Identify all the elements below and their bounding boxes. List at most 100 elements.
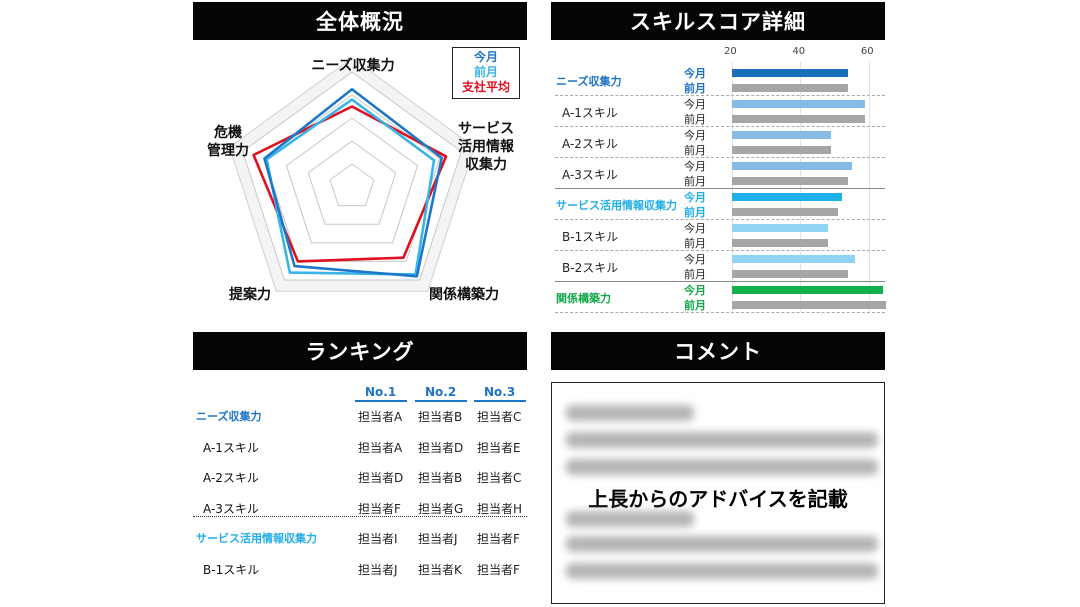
radar-grid-ring [307, 140, 397, 225]
radar-grid-ring [329, 163, 375, 207]
radar-axis-label-service-line: サービス [458, 121, 514, 137]
row-separator [555, 95, 885, 96]
ranking-cell: 担当者B [418, 471, 463, 485]
series-label-this-month: 今月 [684, 129, 706, 142]
ranking-cell: 担当者E [477, 440, 521, 455]
ranking-cell: 担当者D [418, 440, 464, 455]
row-separator [555, 219, 885, 220]
bar-last-month [732, 208, 839, 216]
category-header-label: 関係構築力 [556, 292, 611, 305]
ranking-skill-label: A-3スキル [203, 501, 259, 516]
ranking-category-label: ニーズ収集力 [196, 410, 262, 423]
ranking-column-underline [474, 400, 526, 402]
comment-title: コメント [674, 340, 762, 364]
comment-header: コメント [551, 332, 885, 370]
ranking-cell: 担当者J [418, 532, 458, 546]
ranking-skill-label: B-1スキル [203, 562, 260, 577]
x-gridline [868, 62, 870, 312]
radar-series-last-month [265, 98, 436, 276]
ranking-cell: 担当者G [418, 501, 464, 516]
skill-label: A-1スキル [562, 106, 618, 120]
comment-box: 上長からのアドバイスを記載 [551, 382, 885, 604]
blurred-text-line [566, 511, 694, 527]
radar-axis-label-service-line: 収集力 [465, 157, 507, 173]
row-separator [555, 312, 885, 313]
legend-last-month: 前月 [473, 65, 498, 79]
category-header-label: サービス活用情報収集力 [556, 199, 677, 212]
bar-last-month [732, 115, 866, 123]
skill-score-title: スキルスコア詳細 [630, 10, 806, 34]
x-axis-tick-label: 40 [792, 46, 806, 57]
x-axis-tick-label: 20 [724, 46, 737, 57]
skill-score-header: スキルスコア詳細 [551, 2, 885, 40]
skill-label: B-1スキル [562, 230, 619, 244]
bar-last-month [732, 239, 828, 247]
blurred-text-line [566, 563, 878, 579]
ranking-cell: 担当者H [477, 501, 523, 516]
skill-label: B-2スキル [562, 261, 619, 275]
series-label-last-month: 前月 [684, 206, 706, 219]
radar-grid-ring [263, 94, 441, 262]
series-label-this-month: 今月 [684, 222, 706, 235]
ranking-column-underline [355, 400, 407, 402]
radar-series-this-month [263, 87, 443, 278]
bar-this-month [732, 131, 832, 139]
radar-axis-label-proposal: 提案力 [229, 287, 271, 303]
bar-this-month [732, 193, 842, 201]
bar-last-month [732, 177, 849, 185]
ranking-cell: 担当者D [358, 471, 404, 485]
radar-grid-ring [242, 71, 462, 281]
radar-axis-label-needs: ニーズ収集力 [311, 58, 395, 74]
ranking-skill-label: A-2スキル [203, 471, 259, 485]
series-label-this-month: 今月 [684, 284, 706, 297]
radar-background [228, 57, 476, 292]
bar-this-month [732, 255, 856, 263]
bar-last-month [732, 84, 849, 92]
series-label-last-month: 前月 [684, 268, 706, 281]
radar-grid-ring [285, 117, 419, 244]
blurred-text-line [566, 405, 694, 421]
ranking-cell: 担当者F [358, 501, 401, 516]
bar-last-month [732, 301, 886, 309]
ranking-category-label: サービス活用情報収集力 [196, 532, 317, 545]
series-label-last-month: 前月 [684, 237, 706, 250]
series-label-last-month: 前月 [684, 175, 706, 188]
series-label-last-month: 前月 [684, 144, 706, 157]
x-gridline [732, 62, 733, 312]
radar-axis-label-risk-line: 危機 [214, 125, 242, 141]
series-label-this-month: 今月 [684, 98, 706, 111]
x-gridline [800, 62, 802, 312]
ranking-column-underline [415, 400, 467, 402]
bar-last-month [732, 270, 849, 278]
ranking-cell: 担当者F [477, 562, 520, 577]
radar-grid-ring [307, 140, 397, 225]
radar-axis-label-service: サービス 活用情報 収集力 [451, 120, 521, 174]
ranking-column-header: No.1 [365, 385, 397, 399]
ranking-cell: 担当者K [418, 562, 462, 577]
skill-label: A-2スキル [562, 137, 618, 151]
ranking-cell: 担当者C [477, 410, 522, 424]
x-axis-tick-label: 60 [860, 46, 874, 57]
bar-this-month [732, 224, 828, 232]
series-label-this-month: 今月 [684, 191, 706, 204]
radar-legend: 今月 前月 支社平均 [452, 47, 520, 99]
series-label-last-month: 前月 [684, 113, 706, 126]
ranking-column-header: No.3 [484, 385, 516, 399]
comment-main-text: 上長からのアドバイスを記載 [588, 487, 848, 511]
radar-series-company-avg [252, 105, 448, 263]
radar-grid-ring [285, 117, 419, 244]
overview-header: 全体概況 [193, 2, 527, 40]
ranking-cell: 担当者J [358, 562, 398, 577]
ranking-cell: 担当者A [358, 410, 403, 424]
category-header-label: ニーズ収集力 [556, 75, 622, 88]
ranking-cell: 担当者I [358, 532, 398, 546]
row-separator [555, 157, 885, 158]
ranking-header: ランキング [193, 332, 527, 370]
row-separator [555, 281, 885, 282]
bar-last-month [732, 146, 832, 154]
row-separator [555, 126, 885, 127]
ranking-column-header: No.2 [425, 385, 457, 399]
ranking-cell: 担当者B [418, 410, 463, 424]
ranking-skill-label: A-1スキル [203, 440, 259, 455]
blurred-text-line [566, 536, 878, 552]
